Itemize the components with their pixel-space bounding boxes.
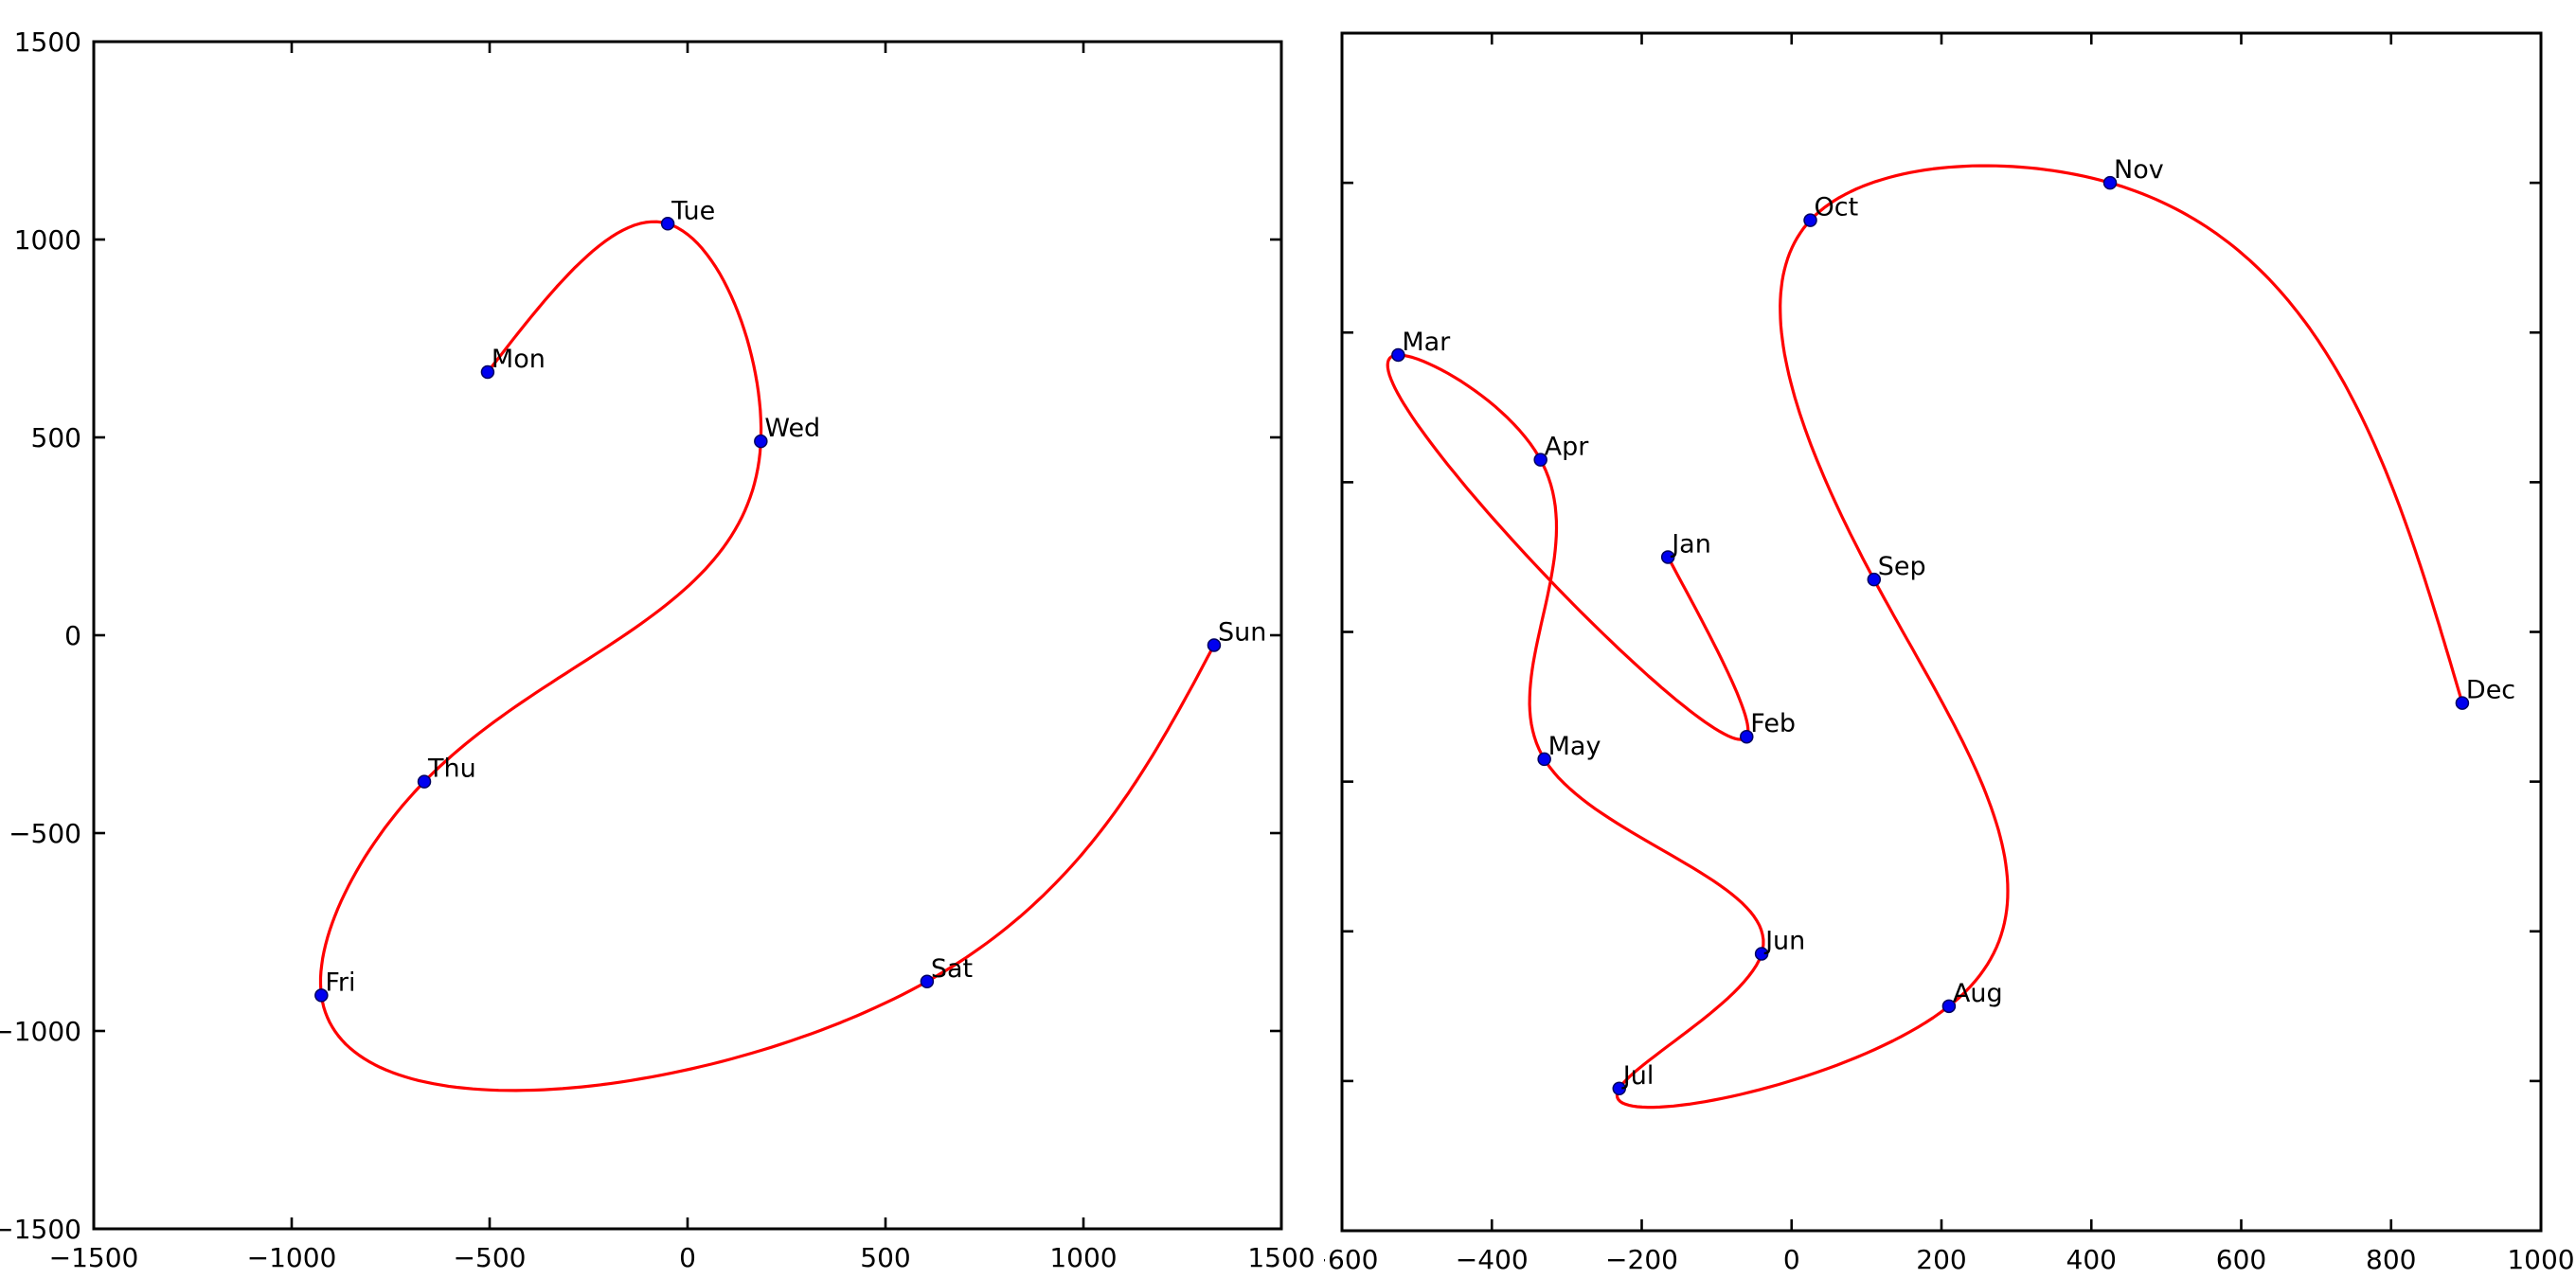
plot-background-months [1342, 33, 2541, 1231]
point-label-jul: Jul [1621, 1061, 1655, 1091]
data-point-dec [2455, 696, 2470, 710]
data-point-tue [660, 217, 675, 231]
x-tick-label-months-6: 600 [2216, 1244, 2266, 1275]
x-tick-label-months-4: 200 [1916, 1244, 1966, 1275]
x-tick-label-months-1: −400 [1456, 1244, 1529, 1275]
point-label-may: May [1548, 732, 1601, 761]
point-label-jun: Jun [1763, 926, 1805, 955]
data-point-aug [1941, 999, 1957, 1014]
data-point-mar [1391, 347, 1405, 363]
data-point-sep [1867, 572, 1882, 587]
y-tick-label-weekdays-1: −1000 [0, 1016, 81, 1047]
y-tick-label-weekdays-6: 1500 [14, 27, 81, 58]
data-point-thu [417, 774, 432, 789]
point-label-sep: Sep [1878, 552, 1926, 581]
x-tick-label-months-5: 400 [2066, 1244, 2117, 1275]
data-point-jun [1754, 947, 1769, 961]
point-label-dec: Dec [2466, 676, 2515, 705]
data-point-apr [1533, 453, 1547, 467]
point-label-wed: Wed [764, 414, 820, 443]
point-label-nov: Nov [2114, 155, 2164, 185]
data-points-weekdays: Mon Tue Wed Thu Fri Sat Sun [314, 196, 1266, 1003]
axes-weekdays: −1500 −1000 −500 0 500 1000 1500 −1500 −1000 −500… [0, 27, 1315, 1273]
axes-spines-weekdays [92, 40, 1283, 1231]
axes-spines-months [1340, 31, 2543, 1233]
plot-background-weekdays [94, 42, 1281, 1229]
point-label-feb: Feb [1750, 709, 1796, 738]
x-tick-label-weekdays-4: 500 [860, 1242, 910, 1273]
y-tick-label-weekdays-5: 1000 [14, 224, 81, 256]
x-tick-label-months-8: 1000 [2507, 1244, 2574, 1275]
x-tick-label-weekdays-3: 0 [679, 1242, 696, 1273]
point-label-mon: Mon [492, 345, 546, 374]
y-tick-label-weekdays-4: 500 [31, 422, 81, 453]
data-point-jan [1660, 550, 1675, 564]
point-label-jan: Jan [1670, 529, 1711, 559]
x-tick-label-months-0: −600 [1306, 1244, 1379, 1275]
x-tick-labels-months: −600 −400 −200 0 200 400 600 800 1000 [1306, 1244, 2575, 1275]
x-tick-label-weekdays-6: 1500 [1247, 1242, 1315, 1273]
data-point-jul [1612, 1081, 1627, 1096]
point-label-oct: Oct [1815, 193, 1859, 222]
data-point-oct [1803, 213, 1817, 227]
data-point-wed [754, 434, 768, 449]
x-tick-label-weekdays-2: −500 [454, 1242, 527, 1273]
data-point-sun [1207, 638, 1222, 652]
data-point-feb [1740, 729, 1754, 744]
data-point-fri [314, 988, 329, 1003]
y-tick-labels-weekdays: −1500 −1000 −500 0 500 1000 1500 [0, 27, 81, 1245]
point-label-tue: Tue [671, 196, 715, 225]
x-tick-label-weekdays-1: −1000 [247, 1242, 337, 1273]
point-label-mar: Mar [1402, 328, 1451, 357]
spline-curve-weekdays [318, 220, 1216, 1092]
point-label-apr: Apr [1545, 433, 1590, 462]
y-tick-label-weekdays-2: −500 [9, 818, 81, 849]
x-tick-label-weekdays-0: −1500 [49, 1242, 139, 1273]
point-label-fri: Fri [325, 968, 355, 997]
data-point-may [1537, 752, 1551, 767]
x-tick-label-months-7: 800 [2366, 1244, 2416, 1275]
x-tick-label-months-2: −200 [1605, 1244, 1678, 1275]
data-point-mon [480, 364, 495, 380]
y-tick-label-weekdays-0: −1500 [0, 1214, 81, 1245]
axes-months: −600 −400 −200 0 200 400 600 800 1000 Jan Feb Mar Ap… [1306, 31, 2575, 1275]
x-tick-label-weekdays-5: 1000 [1049, 1242, 1117, 1273]
point-label-aug: Aug [1953, 979, 2003, 1008]
data-points-months: Jan Feb Mar Apr May Jun Jul Aug Sep Oct Nov Dec [1391, 155, 2515, 1096]
x-tick-labels-weekdays: −1500 −1000 −500 0 500 1000 1500 [49, 1242, 1315, 1273]
y-tick-label-weekdays-3: 0 [64, 620, 81, 651]
point-label-thu: Thu [427, 755, 476, 784]
data-point-sat [920, 974, 935, 988]
data-point-nov [2102, 175, 2118, 190]
point-label-sun: Sun [1218, 617, 1266, 647]
x-tick-label-months-3: 0 [1783, 1244, 1800, 1275]
point-label-sat: Sat [931, 954, 973, 984]
